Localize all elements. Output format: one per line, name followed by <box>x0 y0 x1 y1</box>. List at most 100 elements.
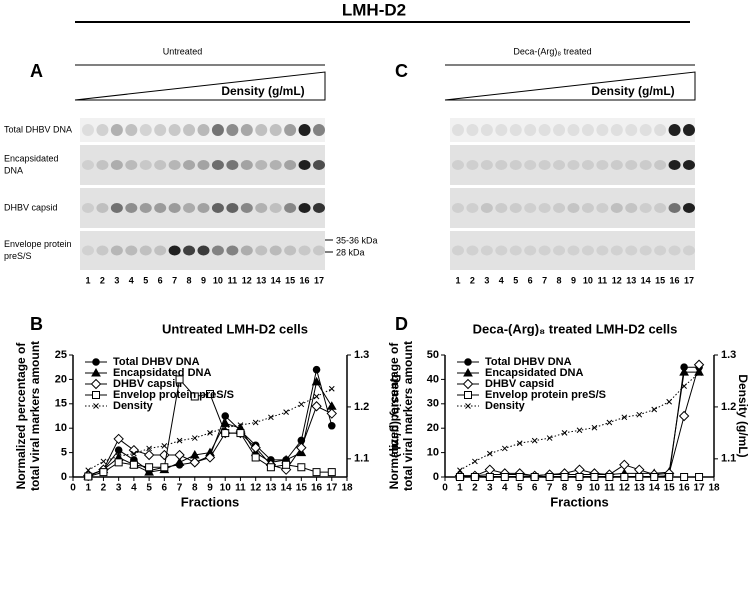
marker <box>114 458 123 467</box>
blot-band <box>197 160 210 170</box>
marker <box>220 418 231 427</box>
blot-band <box>211 124 224 136</box>
figure-title: LMH-D2 <box>342 0 406 19</box>
blot-band <box>683 245 695 256</box>
legend-label: Density <box>485 400 526 412</box>
blot-band <box>553 160 566 170</box>
y-tick-label: 20 <box>55 373 67 385</box>
blot-band <box>240 124 253 136</box>
blot-strip <box>450 188 695 228</box>
fraction-label: 2 <box>470 275 475 285</box>
marker <box>222 424 229 431</box>
marker <box>326 401 337 410</box>
legend-marker <box>464 391 472 399</box>
y2-tick-label: 1.1 <box>721 453 736 465</box>
legend-label: Density <box>113 400 154 412</box>
blot-band <box>524 160 537 170</box>
blot-band <box>269 245 282 256</box>
blot-band <box>226 203 239 213</box>
blot-row-label: Encapsidated <box>4 153 59 163</box>
legend-label: DHBV capsid <box>485 378 554 390</box>
marker <box>327 468 336 477</box>
blot-band <box>625 160 638 170</box>
blot-row-label: DNA <box>4 165 23 175</box>
marker <box>113 433 124 445</box>
blot-band <box>96 203 109 213</box>
blot-band <box>466 160 479 170</box>
blot-band <box>567 203 580 213</box>
blot-band <box>298 245 311 256</box>
marker <box>531 437 538 444</box>
blot-band <box>183 245 196 256</box>
legend-label: Encapsidated DNA <box>485 367 583 379</box>
marker <box>115 453 122 460</box>
x-tick-label: 12 <box>250 483 262 494</box>
marker <box>100 458 107 465</box>
blot-band <box>538 124 551 136</box>
blot-band <box>610 160 623 170</box>
marker <box>145 463 154 472</box>
marker <box>176 437 183 444</box>
blot-band <box>596 160 609 170</box>
blot-strip <box>450 118 695 142</box>
fraction-label: 10 <box>213 275 223 285</box>
blot-band <box>625 203 638 213</box>
blot-band <box>480 245 493 256</box>
legend-label: Encapsidated DNA <box>113 367 211 379</box>
blot-band <box>509 245 522 256</box>
blot-band <box>226 124 239 136</box>
x-tick-label: 2 <box>472 483 478 494</box>
y-tick-label: 25 <box>55 349 67 361</box>
blot-band <box>197 203 210 213</box>
y2-tick-label: 1.1 <box>354 453 369 465</box>
marker <box>128 444 140 456</box>
marker <box>266 463 275 472</box>
blot-band <box>581 245 594 256</box>
blot-band <box>269 203 282 213</box>
x-tick-label: 8 <box>562 483 568 494</box>
marker <box>174 449 185 461</box>
blot-band <box>596 203 609 213</box>
y2-tick-label: 1.2 <box>721 401 736 413</box>
fraction-label: 5 <box>143 275 148 285</box>
x-tick-label: 12 <box>619 483 631 494</box>
x-tick-label: 4 <box>502 483 508 494</box>
marker <box>679 367 689 376</box>
fraction-label: 1 <box>455 275 460 285</box>
y-axis-label: total viral markers amount <box>28 341 42 491</box>
x-axis-label: Fractions <box>181 494 240 509</box>
y2-tick-label: 1.3 <box>354 349 369 361</box>
marker <box>636 411 643 418</box>
blot-band <box>553 124 566 136</box>
blot-band <box>524 124 537 136</box>
blot-band <box>313 160 325 170</box>
blot-band <box>197 124 210 136</box>
blot-band <box>625 124 638 136</box>
marker <box>576 427 583 434</box>
marker <box>207 430 213 436</box>
marker <box>634 464 645 475</box>
legend-label: Total DHBV DNA <box>113 356 200 368</box>
x-tick-label: 9 <box>577 483 583 494</box>
x-tick-label: 15 <box>296 483 308 494</box>
marker <box>620 473 629 481</box>
marker <box>311 376 322 386</box>
series <box>85 385 335 474</box>
x-tick-label: 17 <box>326 483 338 494</box>
blot-band <box>625 245 638 256</box>
blot-band <box>183 203 196 213</box>
blot-band <box>313 203 325 213</box>
y-tick-label: 50 <box>427 349 439 361</box>
series <box>457 370 702 474</box>
fraction-label: 9 <box>571 275 576 285</box>
fraction-label: 4 <box>499 275 504 285</box>
x-tick-label: 3 <box>116 483 122 494</box>
blot-band <box>567 124 580 136</box>
blot-band <box>125 160 138 170</box>
blot-band <box>110 160 123 170</box>
blot-band <box>255 160 268 170</box>
density-wedge <box>444 71 696 101</box>
blot-band <box>168 245 181 256</box>
marker <box>206 390 214 399</box>
blot-band <box>110 203 123 213</box>
